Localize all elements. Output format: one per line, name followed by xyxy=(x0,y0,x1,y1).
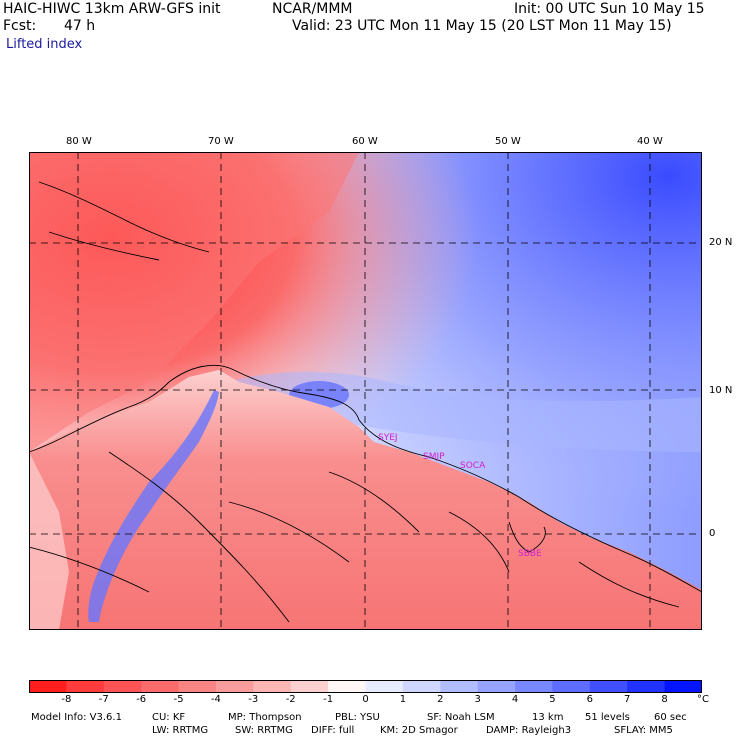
color-scale-cell xyxy=(664,680,702,693)
field-name: Lifted index xyxy=(6,37,83,52)
station-label-sbbe: SBBE xyxy=(518,549,542,559)
color-scale-cell xyxy=(29,680,67,693)
footer-resolution: 13 km xyxy=(532,712,564,723)
color-scale-cell xyxy=(552,680,591,693)
color-scale-cell xyxy=(215,680,254,693)
color-scale-tick: 4 xyxy=(511,694,519,705)
color-scale-cell xyxy=(440,680,479,693)
color-scale-tick: -8 xyxy=(61,694,72,705)
footer-levels: 51 levels xyxy=(585,712,630,723)
lon-label-40w: 40 W xyxy=(637,136,663,147)
color-scale-tick: -6 xyxy=(136,694,147,705)
color-scale-cell xyxy=(178,680,217,693)
footer-diff: DIFF: full xyxy=(311,725,355,736)
footer-damp: DAMP: Rayleigh3 xyxy=(486,725,572,736)
forecast-hour: 47 h xyxy=(64,18,96,34)
lat-label-0: 0 xyxy=(709,528,716,539)
station-label-soca: SOCA xyxy=(460,461,486,471)
color-scale-tick: -4 xyxy=(210,694,221,705)
footer-pbl: PBL: YSU xyxy=(335,712,380,723)
color-scale-cell xyxy=(365,680,404,693)
color-scale-cell xyxy=(103,680,142,693)
footer-timestep: 60 sec xyxy=(654,712,687,723)
lat-label-20n: 20 N xyxy=(709,237,733,248)
color-scale-cell xyxy=(402,680,441,693)
color-scale-cell xyxy=(66,680,105,693)
color-scale-tick: 2 xyxy=(437,694,444,705)
lon-label-80w: 80 W xyxy=(66,136,92,147)
footer-lw: LW: RRTMG xyxy=(152,725,209,736)
color-scale-cell xyxy=(589,680,628,693)
color-scale-tick: 0 xyxy=(362,694,369,705)
forecast-label: Fcst: xyxy=(3,18,37,34)
color-scale-unit: °C xyxy=(697,694,709,705)
footer-mp: MP: Thompson xyxy=(228,712,302,723)
station-label-syej: SYEJ xyxy=(378,433,398,443)
color-scale-tick: -2 xyxy=(285,694,296,705)
lon-label-70w: 70 W xyxy=(208,136,234,147)
center-label: NCAR/MMM xyxy=(272,1,353,17)
color-scale-cell xyxy=(627,680,666,693)
color-scale-tick: 6 xyxy=(586,694,593,705)
color-scale-tick: -3 xyxy=(248,694,259,705)
footer-sw: SW: RRTMG xyxy=(235,725,293,736)
footer-km: KM: 2D Smagor xyxy=(380,725,458,736)
color-scale-tick: -1 xyxy=(323,694,334,705)
color-scale-tick: 7 xyxy=(624,694,631,705)
color-scale-cell xyxy=(477,680,516,693)
init-time: Init: 00 UTC Sun 10 May 15 xyxy=(514,1,705,17)
lifted-index-map xyxy=(29,152,702,630)
station-label-smjp: SMJP xyxy=(423,452,445,462)
lon-label-50w: 50 W xyxy=(495,136,521,147)
color-scale-cell xyxy=(515,680,553,693)
color-scale-cell xyxy=(141,680,180,693)
color-scale-tick: 5 xyxy=(549,694,556,705)
color-scale-cell xyxy=(328,680,366,693)
valid-time: Valid: 23 UTC Mon 11 May 15 (20 LST Mon … xyxy=(292,18,672,34)
color-scale-tick: 3 xyxy=(474,694,481,705)
lat-label-10n: 10 N xyxy=(709,385,733,396)
color-scale-tick: 8 xyxy=(661,694,668,705)
footer-model-info: Model Info: V3.6.1 xyxy=(31,712,122,723)
color-scale-cell xyxy=(253,680,292,693)
color-scale-tick: 1 xyxy=(399,694,407,705)
footer-cu: CU: KF xyxy=(152,712,186,723)
lon-label-60w: 60 W xyxy=(352,136,378,147)
color-scale-cell xyxy=(290,680,329,693)
color-scale-tick: -7 xyxy=(98,694,109,705)
color-scale xyxy=(29,680,702,693)
footer-sflay: SFLAY: MM5 xyxy=(614,725,673,736)
color-scale-tick: -5 xyxy=(173,694,184,705)
footer-sf: SF: Noah LSM xyxy=(427,712,495,723)
model-title: HAIC-HIWC 13km ARW-GFS init xyxy=(3,1,221,17)
